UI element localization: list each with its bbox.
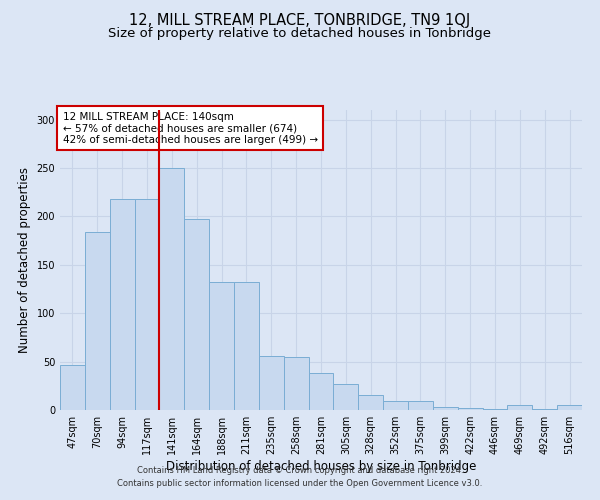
Text: 12 MILL STREAM PLACE: 140sqm
← 57% of detached houses are smaller (674)
42% of s: 12 MILL STREAM PLACE: 140sqm ← 57% of de… bbox=[62, 112, 318, 144]
Bar bbox=[334, 384, 358, 410]
Text: Size of property relative to detached houses in Tonbridge: Size of property relative to detached ho… bbox=[109, 28, 491, 40]
Bar bbox=[482, 409, 508, 410]
Bar bbox=[60, 366, 85, 410]
Text: 12, MILL STREAM PLACE, TONBRIDGE, TN9 1QJ: 12, MILL STREAM PLACE, TONBRIDGE, TN9 1Q… bbox=[130, 12, 470, 28]
Bar bbox=[209, 282, 234, 410]
Bar bbox=[433, 407, 458, 410]
Bar bbox=[557, 405, 582, 410]
Bar bbox=[532, 409, 557, 410]
Bar bbox=[408, 402, 433, 410]
Bar bbox=[508, 405, 532, 410]
Y-axis label: Number of detached properties: Number of detached properties bbox=[18, 167, 31, 353]
Bar bbox=[458, 408, 482, 410]
Bar bbox=[184, 220, 209, 410]
Bar bbox=[383, 402, 408, 410]
Bar bbox=[110, 199, 134, 410]
Bar bbox=[134, 199, 160, 410]
Bar bbox=[358, 396, 383, 410]
Bar bbox=[259, 356, 284, 410]
Bar bbox=[308, 373, 334, 410]
Bar bbox=[234, 282, 259, 410]
Text: Contains HM Land Registry data © Crown copyright and database right 2024.
Contai: Contains HM Land Registry data © Crown c… bbox=[118, 466, 482, 487]
X-axis label: Distribution of detached houses by size in Tonbridge: Distribution of detached houses by size … bbox=[166, 460, 476, 473]
Bar bbox=[284, 357, 308, 410]
Bar bbox=[160, 168, 184, 410]
Bar bbox=[85, 232, 110, 410]
